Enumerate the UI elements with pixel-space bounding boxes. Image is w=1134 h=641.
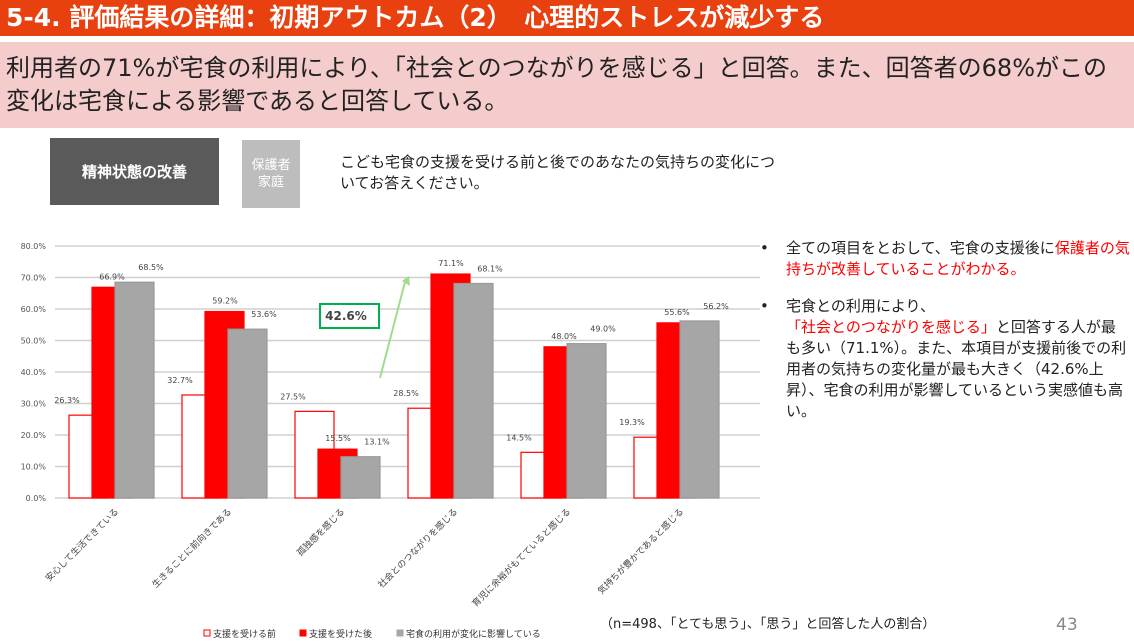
y-tick-label: 80.0% [21,242,47,251]
data-label: 68.1% [477,264,503,273]
respondent-tag: 保護者家庭 [242,140,300,208]
legend-label: 宅食の利用が変化に影響している [406,628,541,640]
data-label: 55.6% [664,308,690,317]
bar-influence [114,281,155,499]
bullet-text-part: 全ての項目をとおして、宅食の支援後に [786,239,1055,257]
callout-label: 42.6% [325,309,367,323]
respondent-tag-label: 保護者家庭 [251,158,291,190]
y-tick-label: 60.0% [21,305,47,314]
data-label: 32.7% [167,376,193,385]
y-tick-label: 50.0% [21,337,47,346]
bullet-text: 全ての項目をとおして、宅食の支援後に保護者の気持ちが改善していることがわかる。 [786,238,1130,280]
x-tick-label: 育児に余裕がもてていると感じる [469,506,573,610]
data-label: 56.2% [703,302,729,311]
legend-label: 支援を受ける前 [213,628,276,640]
y-tick-label: 40.0% [21,368,47,377]
sample-note: （n=498、「とても思う」、「思う」と回答した人の割合） [600,617,936,632]
data-label: 59.2% [212,297,238,306]
legend-label: 支援を受けた後 [309,628,372,640]
y-tick-label: 10.0% [21,463,47,472]
arrow-head-icon [402,276,410,286]
bullet-item: • 全ての項目をとおして、宅食の支援後に保護者の気持ちが改善していることがわかる。 [760,238,1130,280]
data-label: 15.5% [325,434,351,443]
y-tick-label: 0.0% [26,494,47,503]
bullet-list: • 全ての項目をとおして、宅食の支援後に保護者の気持ちが改善していることがわかる。… [760,238,1130,438]
bar-chart: 0.0% 10.0% 20.0% 30.0% 40.0% 50.0% 60.0% 70.0% 8… [21,242,760,640]
legend-swatch [396,629,404,637]
bullet-icon: • [760,239,769,257]
data-label: 68.5% [138,263,164,272]
category-tag: 精神状態の改善 [50,138,219,205]
bar-influence [566,343,607,499]
page-number: 43 [1056,615,1078,635]
bullet-item: • 宅食との利用により、「社会とのつながりを感じる」と回答する人が最も多い（71.… [760,296,1130,422]
bar-influence [227,328,268,499]
summary-text: 利用者の71%が宅食の利用により、「社会とのつながりを感じる」と回答。また、回答… [0,42,1134,128]
x-tick-label: 生きることに前向きである [149,506,234,591]
bullet-icon: • [760,297,769,315]
data-label: 19.3% [619,418,645,427]
bullet-text-part: と回答する人が最も多い（71.1%）。また、本項目が支援前後での利用者の気持ちの… [786,318,1127,420]
data-label: 28.5% [393,389,419,398]
data-label: 71.1% [438,259,464,268]
arrow-line [379,277,407,379]
callout-box [319,303,380,329]
legend-swatch [299,629,307,637]
data-label: 49.0% [590,325,616,334]
y-tick-label: 30.0% [21,400,47,409]
data-label: 53.6% [251,310,277,319]
bar-influence [679,320,720,499]
x-tick-label: 気持ちが豊かであると感じる [595,506,686,597]
slide-title: 5-4. 評価結果の詳細：初期アウトカム（2） 心理的ストレスが減少する [0,0,1134,36]
highlight-text: 保護者の気持ちが改善していることがわかる。 [786,239,1130,278]
data-label: 26.3% [54,396,80,405]
data-label: 13.1% [364,438,390,447]
y-tick-label: 20.0% [21,431,47,440]
y-tick-label: 70.0% [21,274,47,283]
bullet-text-part: 宅食との利用により、 [786,297,935,315]
bar-influence [453,282,494,499]
question-text: こども宅食の支援を受ける前と後でのあなたの気持ちの変化についてお答えください。 [340,153,776,192]
highlight-text: 「社会とのつながりを感じる」 [786,318,996,336]
data-label: 66.9% [99,272,125,281]
x-tick-label: 孤独感を感じる [294,506,347,559]
x-tick-label: 安心して生活できている [43,506,121,584]
bullet-text: 宅食との利用により、「社会とのつながりを感じる」と回答する人が最も多い（71.1… [786,296,1130,422]
legend-swatch [203,629,211,637]
data-label: 14.5% [506,433,532,442]
data-label: 48.0% [551,332,577,341]
bar-influence [340,456,381,499]
x-tick-label: 社会とのつながりを感じる [375,506,460,591]
data-label: 27.5% [280,392,306,401]
